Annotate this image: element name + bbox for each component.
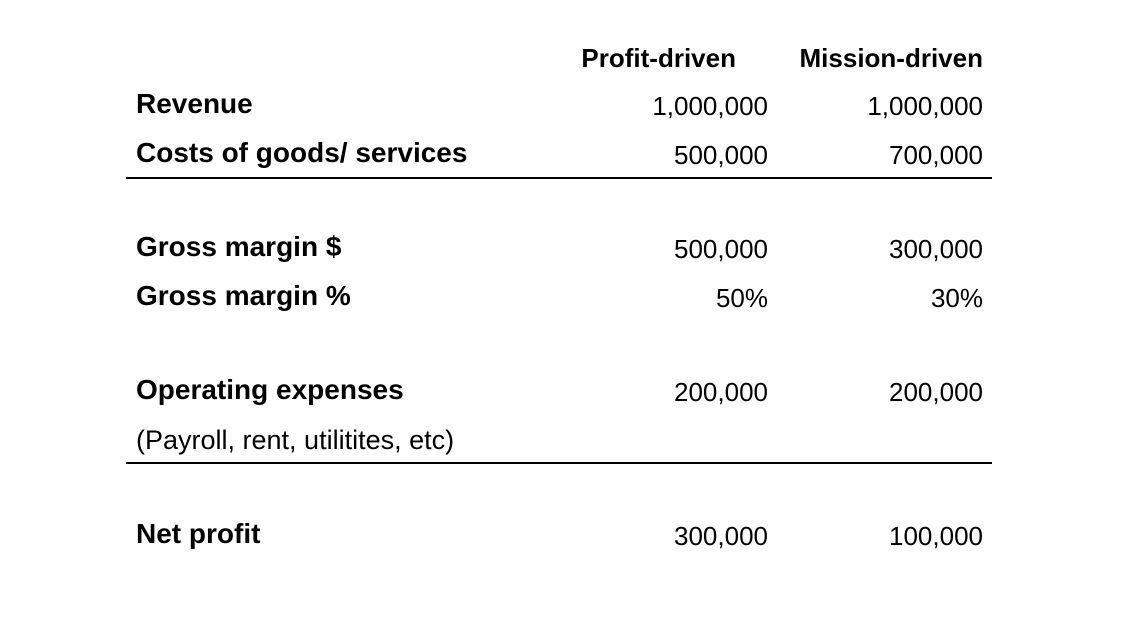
- value-mission-driven: 700,000: [889, 140, 983, 170]
- value-mission-driven: 300,000: [889, 234, 983, 264]
- value-mission-driven: 1,000,000: [867, 91, 983, 121]
- row-operating-expenses: Operating expenses 200,000 200,000: [0, 372, 1132, 408]
- row-gross-margin-dollars: Gross margin $ 500,000 300,000: [0, 229, 1132, 265]
- value-profit-driven: 200,000: [674, 377, 768, 407]
- row-costs-of-goods: Costs of goods/ services 500,000 700,000: [0, 135, 1132, 171]
- row-label: Gross margin %: [136, 280, 351, 311]
- row-operating-expenses-note: (Payroll, rent, utilitites, etc): [0, 422, 1132, 458]
- row-revenue: Revenue 1,000,000 1,000,000: [0, 86, 1132, 122]
- row-sublabel: (Payroll, rent, utilitites, etc): [136, 425, 455, 455]
- value-profit-driven: 300,000: [674, 521, 768, 551]
- row-label: Gross margin $: [136, 231, 342, 262]
- row-label: Revenue: [136, 88, 253, 119]
- row-label: Costs of goods/ services: [136, 137, 468, 168]
- divider-line: [126, 177, 992, 179]
- value-mission-driven: 200,000: [889, 377, 983, 407]
- divider-line: [126, 462, 992, 464]
- value-profit-driven: 1,000,000: [652, 91, 768, 121]
- value-profit-driven: 500,000: [674, 234, 768, 264]
- value-mission-driven: 30%: [930, 283, 983, 313]
- row-net-profit: Net profit 300,000 100,000: [0, 516, 1132, 552]
- value-profit-driven: 50%: [715, 283, 768, 313]
- row-label: Operating expenses: [136, 374, 404, 405]
- column-header-mission-driven: Mission-driven: [799, 43, 983, 73]
- column-header-profit-driven: Profit-driven: [581, 43, 736, 73]
- row-label: Net profit: [136, 518, 261, 549]
- row-gross-margin-percent: Gross margin % 50% 30%: [0, 278, 1132, 314]
- value-mission-driven: 100,000: [889, 521, 983, 551]
- value-profit-driven: 500,000: [674, 140, 768, 170]
